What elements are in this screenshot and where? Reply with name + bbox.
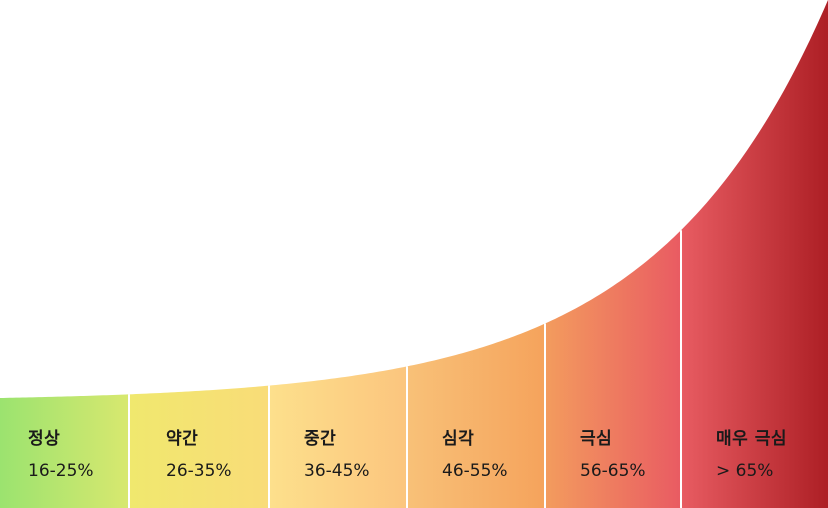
segment-label-moderate: 중간 36-45% (304, 426, 370, 486)
segment-label-extreme: 극심 56-65% (580, 426, 646, 486)
segment-mild (129, 385, 269, 508)
segment-normal (0, 394, 129, 508)
segment-severe (407, 323, 545, 508)
segment-dividers (128, 230, 682, 508)
segment-name: 심각 (442, 429, 475, 449)
segment-label-normal: 정상 16-25% (28, 426, 94, 486)
segment-name: 중간 (304, 429, 337, 449)
segment-range: 56-65% (580, 461, 646, 481)
segment-range: > 65% (716, 461, 774, 481)
segment-extreme (545, 230, 681, 508)
segment-label-mild: 약간 26-35% (166, 426, 232, 486)
segment-name: 정상 (28, 429, 61, 449)
segment-name: 극심 (580, 429, 613, 449)
segment-range: 16-25% (28, 461, 94, 481)
segment-very-extreme (681, 0, 828, 508)
segment-moderate (269, 366, 407, 508)
segment-range: 26-35% (166, 461, 232, 481)
segment-name: 매우 극심 (716, 429, 787, 449)
segment-range: 46-55% (442, 461, 508, 481)
segment-name: 약간 (166, 429, 199, 449)
segment-range: 36-45% (304, 461, 370, 481)
segment-label-severe: 심각 46-55% (442, 426, 508, 486)
segment-label-very-extreme: 매우 극심 > 65% (716, 426, 787, 486)
